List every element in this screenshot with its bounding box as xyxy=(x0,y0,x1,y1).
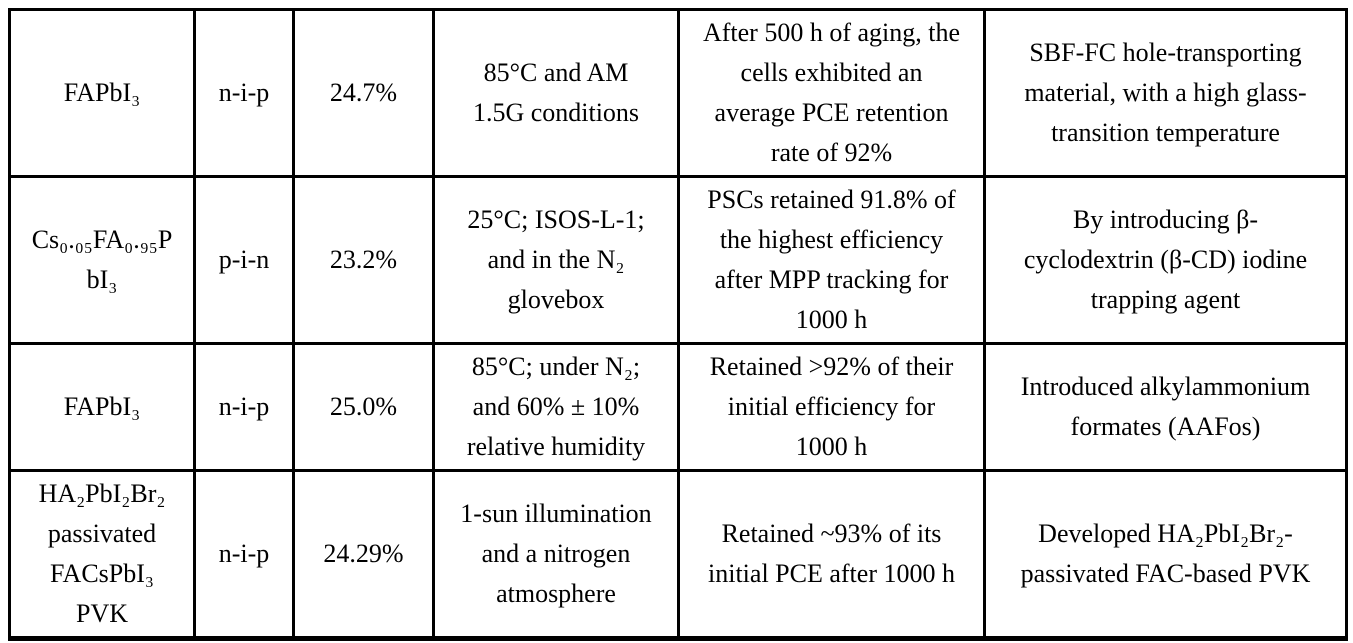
cell-pce: 25.0% xyxy=(292,342,435,472)
cell-pce: 24.29% xyxy=(292,469,435,640)
cell-pce: 23.2% xyxy=(292,175,435,345)
cell-stability: PSCs retained 91.8% of the highest effic… xyxy=(677,175,986,345)
cell-stability: Retained ~93% of its initial PCE after 1… xyxy=(677,469,986,640)
cell-structure: p-i-n xyxy=(193,175,295,345)
cell-conditions: 85°C and AM 1.5G conditions xyxy=(432,8,680,178)
cell-strategy: By introducing β- cyclodextrin (β-CD) io… xyxy=(983,175,1348,345)
psc-stability-table: FAPbI₃ n-i-p 24.7% 85°C and AM 1.5G cond… xyxy=(8,8,1348,641)
table-row: FAPbI₃ n-i-p 25.0% 85°C; under N₂; and 6… xyxy=(8,342,1348,472)
cell-stability: After 500 h of aging, the cells exhibite… xyxy=(677,8,986,178)
cell-conditions: 85°C; under N₂; and 60% ± 10% relative h… xyxy=(432,342,680,472)
table-row: HA₂PbI₂Br₂ passivated FACsPbI₃ PVK n-i-p… xyxy=(8,469,1348,640)
table-row: Cs₀.₀₅FA₀.₉₅P bI₃ p-i-n 23.2% 25°C; ISOS… xyxy=(8,175,1348,345)
cell-stability: Retained >92% of their initial efficienc… xyxy=(677,342,986,472)
cell-material: FAPbI₃ xyxy=(8,342,196,472)
cell-strategy: Introduced alkylammonium formates (AAFos… xyxy=(983,342,1348,472)
cell-material: Cs₀.₀₅FA₀.₉₅P bI₃ xyxy=(8,175,196,345)
cell-structure: n-i-p xyxy=(193,8,295,178)
cell-structure: n-i-p xyxy=(193,469,295,640)
cell-pce: 24.7% xyxy=(292,8,435,178)
cell-strategy: SBF-FC hole-transporting material, with … xyxy=(983,8,1348,178)
cell-conditions: 1-sun illumination and a nitrogen atmosp… xyxy=(432,469,680,640)
cell-material: HA₂PbI₂Br₂ passivated FACsPbI₃ PVK xyxy=(8,469,196,640)
cell-conditions: 25°C; ISOS-L-1; and in the N₂ glovebox xyxy=(432,175,680,345)
cell-material: FAPbI₃ xyxy=(8,8,196,178)
table-row: FAPbI₃ n-i-p 24.7% 85°C and AM 1.5G cond… xyxy=(8,8,1348,178)
cell-structure: n-i-p xyxy=(193,342,295,472)
cell-strategy: Developed HA₂PbI₂Br₂- passivated FAC-bas… xyxy=(983,469,1348,640)
